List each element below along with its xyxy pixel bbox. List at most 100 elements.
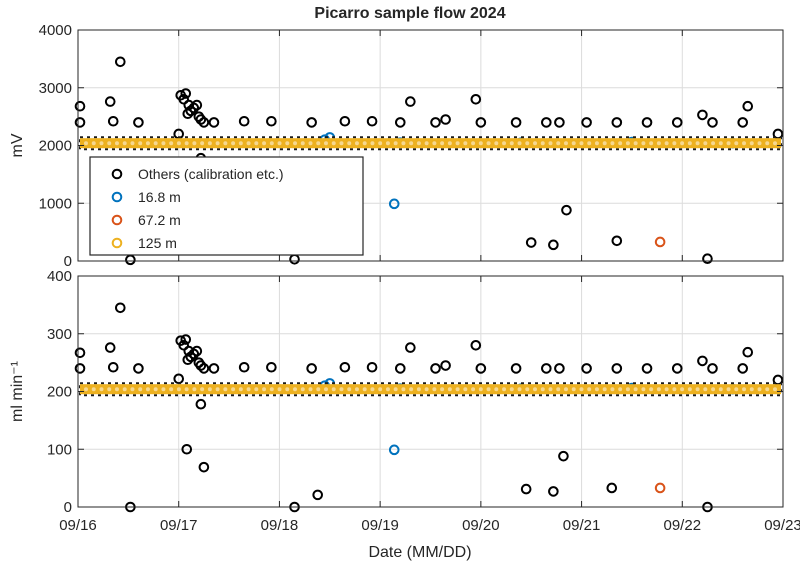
top-others-point	[115, 56, 126, 68]
bottom-y-tick-label: 200	[47, 384, 72, 401]
legend-marker	[111, 214, 123, 226]
bottom-others-point	[554, 363, 565, 374]
bottom-125-m-point	[533, 387, 538, 392]
top-125-m-point	[687, 141, 692, 146]
top-125-m-point	[641, 141, 646, 146]
bottom-125-m-point	[409, 387, 414, 392]
top-125-m-point	[757, 141, 762, 146]
bottom-125-m-point	[471, 387, 476, 392]
bottom-125-m-point	[633, 387, 638, 392]
bottom-125-m-point	[308, 387, 313, 392]
bottom-125-m-point	[509, 387, 514, 392]
bottom-125-m-point	[742, 387, 747, 392]
bottom-125-m-point	[432, 387, 437, 392]
top-others-point	[440, 114, 451, 125]
top-others-point	[742, 100, 754, 112]
bottom-125-m-point	[718, 387, 723, 392]
chart-title: Picarro sample flow 2024	[314, 5, 505, 22]
top-others-point	[208, 117, 220, 128]
top-125-m-point	[300, 141, 305, 146]
top-125-m-point	[84, 141, 88, 146]
top-125-m-point	[385, 141, 390, 146]
top-125-m-point	[285, 141, 290, 146]
top-125-m-point	[161, 141, 166, 146]
x-tick-label: 09/20	[462, 517, 500, 534]
bottom-125-m-point	[401, 387, 406, 392]
bottom-others-point	[198, 461, 210, 473]
top-125-m-point	[602, 141, 607, 146]
x-axis-label: Date (MM/DD)	[368, 544, 471, 561]
top-125-m-point	[509, 141, 514, 146]
bottom-125-m-point	[494, 387, 499, 392]
top-125-m-point	[440, 141, 445, 146]
top-y-tick-label: 0	[64, 253, 72, 270]
top-125-m-point	[703, 141, 708, 146]
x-tick-label: 09/16	[59, 517, 97, 534]
x-tick-label: 09/18	[261, 517, 299, 534]
bottom-125-m-point	[486, 387, 491, 392]
top-125-m-point	[571, 141, 576, 146]
bottom-125-m-point	[362, 387, 367, 392]
top-125-m-point	[145, 141, 150, 146]
top-125-m-point	[548, 141, 553, 146]
bottom-125-m-point	[563, 387, 568, 392]
bottom-125-m-point	[726, 387, 731, 392]
bottom-y-axis-label: ml min⁻¹	[9, 361, 26, 422]
bottom-125-m-point	[122, 387, 127, 392]
top-125-m-point	[502, 141, 507, 146]
top-125-m-point	[184, 141, 189, 146]
bottom-125-m-point	[773, 387, 777, 392]
top-125-m-point	[347, 141, 352, 146]
top-125-m-point	[664, 141, 669, 146]
bottom-125-m-point	[734, 387, 739, 392]
bottom-125-m-point	[385, 387, 390, 392]
top-125-m-point	[563, 141, 568, 146]
top-125-m-point	[594, 141, 599, 146]
top-125-m-point	[401, 141, 406, 146]
top-125-m-point	[486, 141, 491, 146]
bottom-125-m-point	[339, 387, 344, 392]
top-y-axis-label: mV	[9, 133, 26, 157]
top-others-point	[554, 117, 565, 128]
bottom-others-point	[181, 443, 193, 455]
top-125-m-point	[114, 141, 119, 146]
top-125-m-baseline-band	[80, 138, 781, 149]
top-125-m-point	[633, 141, 638, 146]
bottom-16-8-m-point	[388, 444, 400, 456]
bottom-125-m-point	[440, 387, 445, 392]
top-125-m-point	[192, 141, 197, 146]
bottom-others-point	[74, 363, 86, 374]
top-125-m-point	[130, 141, 135, 146]
bottom-others-point	[195, 360, 207, 371]
x-tick-label: 09/21	[563, 517, 601, 534]
bottom-others-point	[107, 361, 119, 373]
top-125-m-point	[91, 141, 96, 146]
bottom-125-m-point	[571, 387, 576, 392]
bottom-others-point	[440, 360, 451, 371]
bottom-125-m-point	[664, 387, 669, 392]
bottom-125-m-point	[416, 387, 421, 392]
bottom-others-point	[470, 340, 482, 351]
top-y-tick-label: 2000	[39, 138, 72, 155]
bottom-125-m-point	[463, 387, 468, 392]
bottom-125-m-point	[169, 387, 174, 392]
top-125-m-point	[625, 141, 630, 146]
legend-marker	[111, 168, 123, 180]
bottom-125-m-point	[285, 387, 290, 392]
bottom-125-m-point	[223, 387, 228, 392]
top-125-m-point	[215, 141, 220, 146]
bottom-125-m-point	[656, 387, 661, 392]
bottom-125-m-point	[200, 387, 205, 392]
top-125-m-point	[680, 141, 685, 146]
top-125-m-point	[409, 141, 414, 146]
bottom-125-m-point	[231, 387, 236, 392]
bottom-others-point	[339, 361, 351, 373]
bottom-125-m-point	[331, 387, 336, 392]
top-others-point	[195, 114, 207, 125]
bottom-125-m-point	[323, 387, 328, 392]
top-others-point	[238, 115, 250, 127]
bottom-125-m-point	[594, 387, 599, 392]
bottom-125-m-point	[107, 387, 112, 392]
top-others-point	[470, 94, 482, 105]
